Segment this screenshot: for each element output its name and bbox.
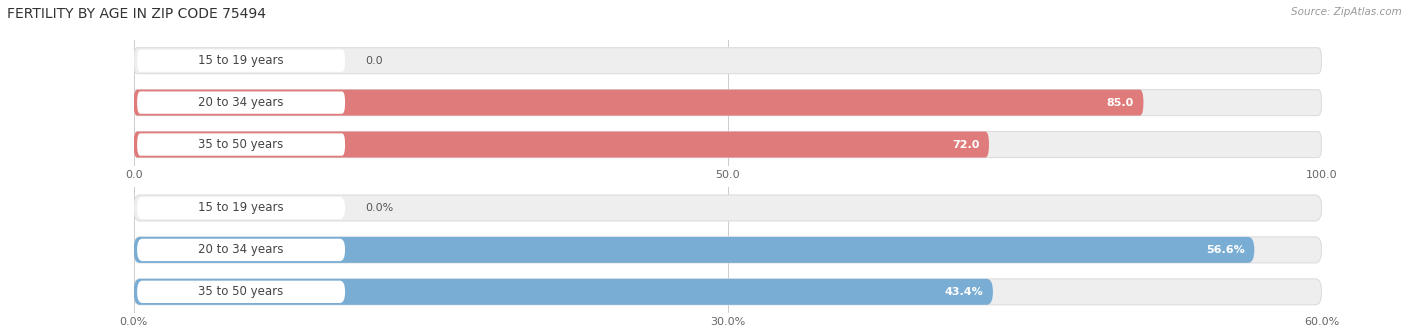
FancyBboxPatch shape xyxy=(138,197,344,219)
Text: 72.0: 72.0 xyxy=(952,140,980,150)
Text: 85.0: 85.0 xyxy=(1107,98,1133,108)
FancyBboxPatch shape xyxy=(134,48,1322,74)
Text: Source: ZipAtlas.com: Source: ZipAtlas.com xyxy=(1291,7,1402,17)
FancyBboxPatch shape xyxy=(134,90,1143,116)
Text: 20 to 34 years: 20 to 34 years xyxy=(198,243,284,257)
FancyBboxPatch shape xyxy=(138,50,344,72)
Text: 43.4%: 43.4% xyxy=(945,287,983,297)
FancyBboxPatch shape xyxy=(134,279,993,305)
Text: 15 to 19 years: 15 to 19 years xyxy=(198,202,284,214)
FancyBboxPatch shape xyxy=(134,279,1322,305)
Text: 56.6%: 56.6% xyxy=(1206,245,1244,255)
Text: 0.0: 0.0 xyxy=(366,56,382,66)
FancyBboxPatch shape xyxy=(134,131,1322,158)
FancyBboxPatch shape xyxy=(134,237,1322,263)
FancyBboxPatch shape xyxy=(134,237,1254,263)
FancyBboxPatch shape xyxy=(138,281,344,303)
FancyBboxPatch shape xyxy=(134,90,1322,116)
FancyBboxPatch shape xyxy=(138,239,344,261)
Text: 20 to 34 years: 20 to 34 years xyxy=(198,96,284,109)
Text: 35 to 50 years: 35 to 50 years xyxy=(198,138,284,151)
Text: 35 to 50 years: 35 to 50 years xyxy=(198,285,284,298)
FancyBboxPatch shape xyxy=(134,195,1322,221)
FancyBboxPatch shape xyxy=(138,133,344,156)
Text: 15 to 19 years: 15 to 19 years xyxy=(198,54,284,67)
FancyBboxPatch shape xyxy=(138,91,344,114)
FancyBboxPatch shape xyxy=(134,131,988,158)
Text: FERTILITY BY AGE IN ZIP CODE 75494: FERTILITY BY AGE IN ZIP CODE 75494 xyxy=(7,7,266,21)
Text: 0.0%: 0.0% xyxy=(366,203,394,213)
